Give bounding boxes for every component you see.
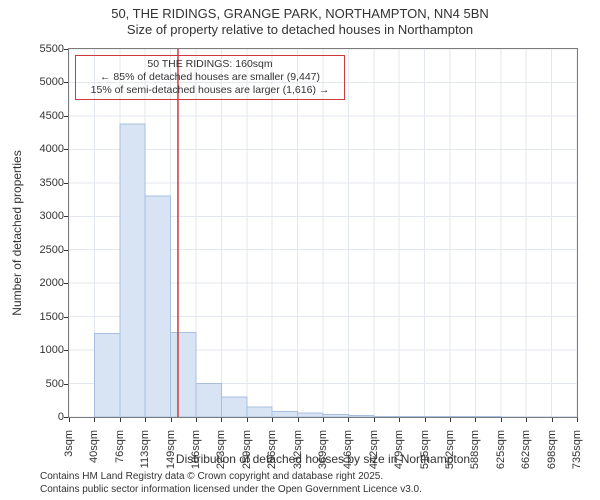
x-tick-label: 552sqm [444,430,456,480]
y-tick-label: 5000 [9,76,64,88]
histogram-bar [374,416,399,417]
chart-title: 50, THE RIDINGS, GRANGE PARK, NORTHAMPTO… [0,6,600,39]
y-tick-label: 3000 [9,210,64,222]
x-tick-label: 625sqm [495,430,507,480]
y-tick-label: 1500 [9,311,64,323]
y-tick-label: 4000 [9,143,64,155]
histogram-bar [196,384,221,417]
x-tick-label: 662sqm [520,430,532,480]
histogram-bar [323,414,348,417]
histogram-bars [94,124,577,417]
y-tick-label: 2000 [9,277,64,289]
histogram-bar [272,412,297,417]
histogram-bar [171,333,196,417]
y-tick-label: 5500 [9,43,64,55]
x-tick-label: 735sqm [571,430,583,480]
histogram-bar [247,407,272,417]
annotation-line1: 50 THE RIDINGS: 160sqm [82,58,338,71]
y-axis-label: Number of detached properties [10,48,24,418]
histogram-bar [348,416,373,417]
y-tick-label: 500 [9,378,64,390]
chart-title-line1: 50, THE RIDINGS, GRANGE PARK, NORTHAMPTO… [0,6,600,22]
chart-root: { "title": { "line1": "50, THE RIDINGS, … [0,0,600,500]
footer-line1: Contains HM Land Registry data © Crown c… [40,471,422,484]
footer-attribution: Contains HM Land Registry data © Crown c… [40,471,422,496]
y-tick-label: 2500 [9,244,64,256]
histogram-bar [399,416,424,417]
annotation-line3: 15% of semi-detached houses are larger (… [82,84,338,97]
y-tick-label: 3500 [9,177,64,189]
histogram-bar [120,124,145,417]
footer-line2: Contains public sector information licen… [40,484,422,497]
histogram-bar [221,397,246,417]
plot-svg [69,49,577,417]
y-tick-label: 4500 [9,110,64,122]
y-tick-label: 0 [9,411,64,423]
x-tick-label: 588sqm [469,430,481,480]
x-tick-label: 698sqm [546,430,558,480]
chart-title-line2: Size of property relative to detached ho… [0,22,600,38]
annotation-line2: ← 85% of detached houses are smaller (9,… [82,71,338,84]
plot-area: 50 THE RIDINGS: 160sqm ← 85% of detached… [68,48,578,418]
histogram-bar [94,333,119,417]
annotation-box: 50 THE RIDINGS: 160sqm ← 85% of detached… [75,55,345,100]
histogram-bar [298,413,323,417]
y-tick-label: 1000 [9,344,64,356]
histogram-bar [145,196,170,417]
